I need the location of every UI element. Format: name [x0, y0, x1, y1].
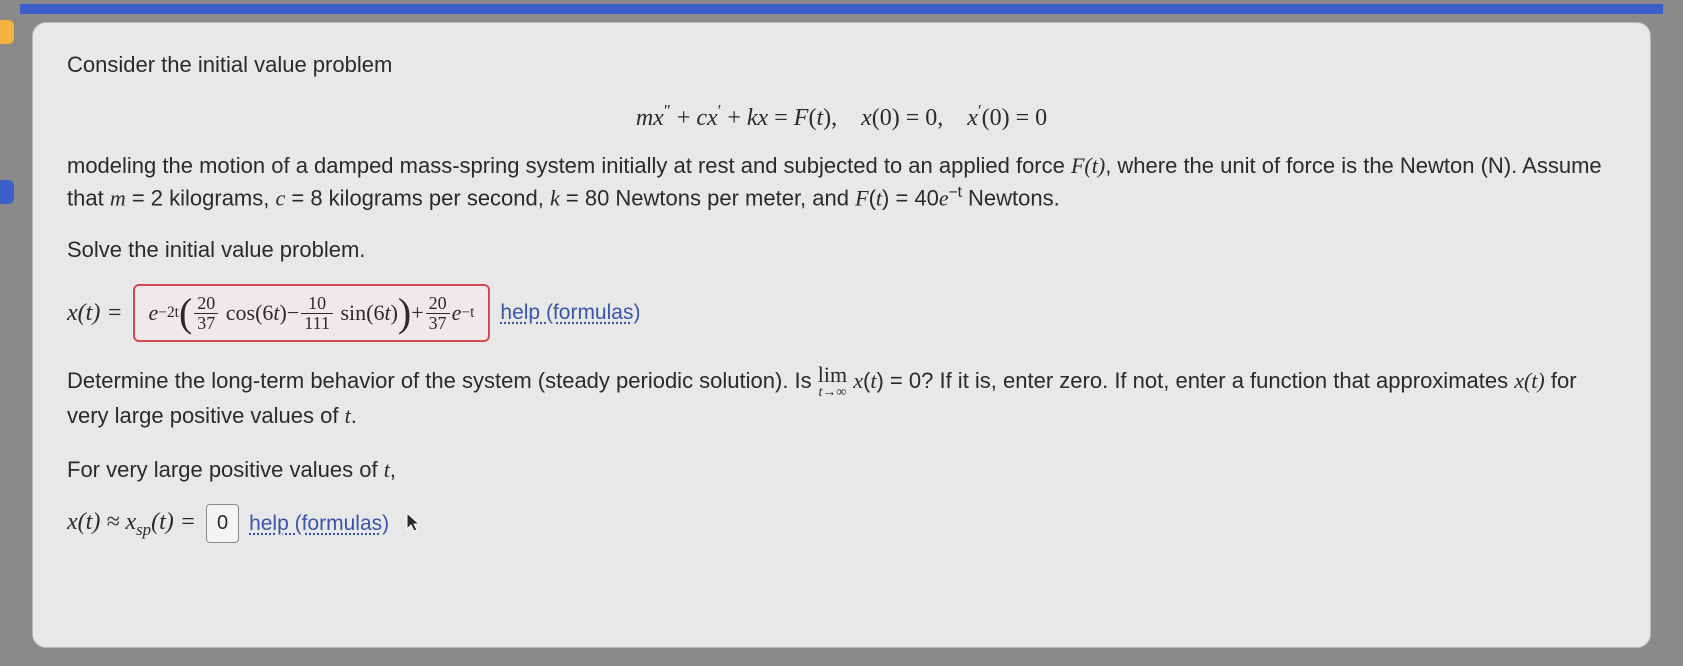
large-t-pre: For very large positive values of [67, 457, 384, 482]
a1-f2d: 111 [301, 314, 333, 333]
solve-prompt: Solve the initial value problem. [67, 234, 1616, 266]
a1-f2n: 10 [301, 294, 333, 314]
desc-pre: modeling the motion of a damped mass-spr… [67, 153, 1071, 178]
help-formulas-link-2[interactable]: help (formulas) [249, 509, 389, 539]
description-text: modeling the motion of a damped mass-spr… [67, 150, 1616, 214]
param-F: F [855, 185, 868, 210]
a1-exp1: −2t [158, 302, 179, 324]
answer-1-lhs: x(t) = [67, 296, 123, 331]
a1-f1n: 20 [194, 294, 218, 314]
answer-2-lhs: x(t) ≈ xsp(t) = [67, 505, 196, 542]
ltq-post: ? If it is, enter zero. If not, enter a … [921, 368, 1514, 393]
ltq-period: . [351, 403, 357, 428]
intro-text: Consider the initial value problem [67, 49, 1616, 81]
limit-expr: lim t→∞ [818, 364, 847, 400]
left-rail [0, 0, 14, 666]
longterm-question: Determine the long-term behavior of the … [67, 364, 1616, 432]
F-tail: Newtons. [962, 185, 1060, 210]
a1-f1d: 37 [194, 314, 218, 333]
large-t-prompt: For very large positive values of t, [67, 454, 1616, 486]
param-m: m [110, 185, 126, 210]
a1-minus: − [287, 297, 299, 329]
answer-2-row: x(t) ≈ xsp(t) = 0 help (formulas) [67, 504, 1616, 543]
lim-bot: t→∞ [819, 386, 847, 400]
help-formulas-link-1[interactable]: help (formulas) [500, 298, 640, 328]
ode-equation: mx″ + cx′ + kx = F(t), x(0) = 0, x′(0) =… [67, 99, 1616, 136]
cursor-icon [405, 510, 421, 542]
a1-f3n: 20 [426, 294, 450, 314]
top-blue-bar [20, 4, 1663, 14]
a1-f3d: 37 [426, 314, 450, 333]
lim-top: lim [818, 364, 847, 386]
param-k: k [550, 185, 560, 210]
a2-sub: sp [136, 520, 151, 539]
large-t-comma: , [390, 457, 396, 482]
answer-1-input[interactable]: e−2t ( 2037 cos(6t) − 10111 sin(6t) ) + … [133, 284, 491, 343]
a1-plus: + [411, 297, 423, 329]
F-of-t: F(t) [1071, 153, 1105, 178]
x-of-t: x(t) [1514, 368, 1545, 393]
ltq-pre: Determine the long-term behavior of the … [67, 368, 818, 393]
answer-1-row: x(t) = e−2t ( 2037 cos(6t) − 10111 sin(6… [67, 284, 1616, 343]
problem-panel: Consider the initial value problem mx″ +… [32, 22, 1651, 648]
param-c: c [275, 185, 285, 210]
rail-marker-blue [0, 180, 14, 204]
a1-exp2: −t [461, 302, 474, 324]
F-exp: −t [949, 184, 962, 201]
answer-2-input[interactable]: 0 [206, 504, 239, 543]
rail-marker-yellow [0, 20, 14, 44]
